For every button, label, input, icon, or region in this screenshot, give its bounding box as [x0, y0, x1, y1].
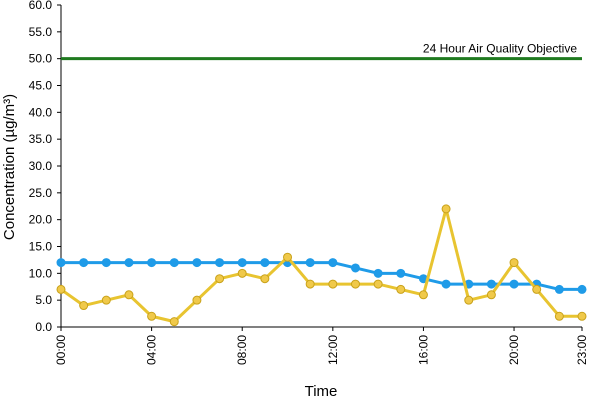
series-2-point	[350, 279, 360, 289]
series-1-point	[577, 284, 587, 294]
series-2-point	[147, 311, 157, 321]
y-tick-label: 0.0	[35, 320, 52, 334]
y-tick-label: 5.0	[35, 293, 52, 307]
series-1-point	[169, 258, 179, 268]
threshold-label: 24 Hour Air Quality Objective	[423, 42, 577, 56]
series-2-point	[486, 290, 496, 300]
series-1-point	[396, 268, 406, 278]
series-2-point	[532, 284, 542, 294]
y-tick-label: 30.0	[29, 159, 53, 173]
series-2	[56, 204, 587, 327]
series-2-point	[56, 284, 66, 294]
series-2-point	[554, 311, 564, 321]
series-1-point	[305, 258, 315, 268]
x-tick-label: 00:00	[54, 335, 68, 365]
series-2-point	[441, 204, 451, 214]
series-2-point	[101, 295, 111, 305]
y-tick-label: 20.0	[29, 213, 53, 227]
series-2-point	[418, 290, 428, 300]
series-1-point	[328, 258, 338, 268]
series-2-point	[373, 279, 383, 289]
y-axis: 0.0 5.0 10.0 15.0 20.0 25.0 30.0 35.0 40.0 45.0 50…	[29, 0, 62, 334]
series-2-point	[260, 274, 270, 284]
series-1-point	[554, 284, 564, 294]
series-1-point	[509, 279, 519, 289]
y-tick-label: 50.0	[29, 52, 53, 66]
y-tick-label: 40.0	[29, 105, 53, 119]
series-2-point	[237, 268, 247, 278]
y-axis-title: Concentration (µg/m³)	[1, 94, 18, 240]
series-1-point	[237, 258, 247, 268]
series-1-point	[486, 279, 496, 289]
series-1-point	[350, 263, 360, 273]
y-tick-label: 25.0	[29, 186, 53, 200]
series-1-point	[373, 268, 383, 278]
series-1-point	[441, 279, 451, 289]
x-tick-label: 08:00	[235, 335, 249, 365]
x-tick-label: 12:00	[326, 335, 340, 365]
series-1-point	[101, 258, 111, 268]
series-2-point	[577, 311, 587, 321]
y-tick-label: 60.0	[29, 0, 53, 12]
x-axis: 00:00 04:00 08:00 12:00 16:00 20:00 23:00	[54, 326, 589, 365]
series-2-point	[192, 295, 202, 305]
series-1-point	[124, 258, 134, 268]
series-1-point	[192, 258, 202, 268]
x-axis-title: Time	[305, 383, 338, 400]
series-group	[56, 204, 587, 327]
series-1	[56, 258, 587, 294]
series-2-point	[124, 290, 134, 300]
series-2-line	[60, 207, 582, 324]
x-tick-label: 23:00	[575, 335, 589, 365]
series-2-point	[464, 295, 474, 305]
y-tick-label: 45.0	[29, 79, 53, 93]
series-1-point	[79, 258, 89, 268]
series-2-point	[305, 279, 315, 289]
series-1-point	[260, 258, 270, 268]
series-1-point	[56, 258, 66, 268]
series-2-point	[283, 252, 293, 262]
series-2-point	[509, 258, 519, 268]
series-2-point	[79, 301, 89, 311]
series-1-point	[215, 258, 225, 268]
series-1-point	[147, 258, 157, 268]
x-tick-label: 04:00	[145, 335, 159, 365]
series-2-point	[169, 317, 179, 327]
series-2-point	[396, 284, 406, 294]
series-2-point	[215, 274, 225, 284]
threshold-line-group: 24 Hour Air Quality Objective	[61, 42, 582, 61]
x-tick-label: 20:00	[507, 335, 521, 365]
y-tick-label: 55.0	[29, 25, 53, 39]
series-2-point	[328, 279, 338, 289]
y-tick-label: 10.0	[29, 266, 53, 280]
x-tick-label: 16:00	[416, 335, 430, 365]
y-tick-label: 15.0	[29, 240, 53, 254]
y-tick-label: 35.0	[29, 132, 53, 146]
